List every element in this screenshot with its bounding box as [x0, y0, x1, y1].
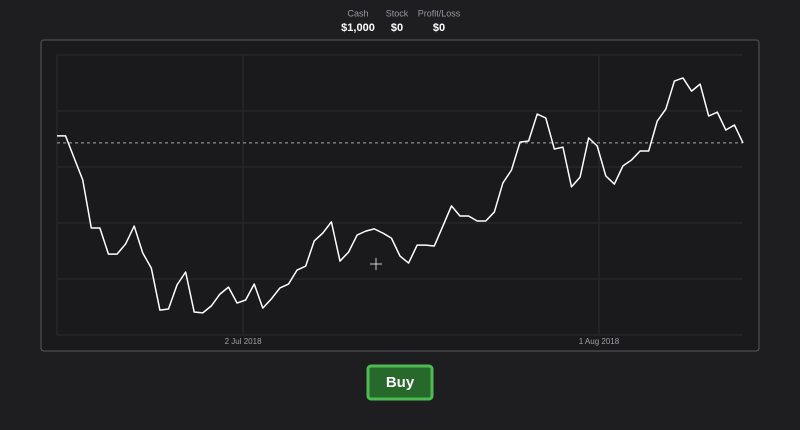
plot: 2 Jul 2018 1 Aug 2018: [56, 54, 744, 346]
stats: Cash $1,000 Stock $0 Profit/Loss $0: [341, 8, 461, 34]
x-tick-label: 1 Aug 2018: [579, 337, 620, 346]
chart-frame: [40, 39, 760, 352]
stat-label: Stock: [386, 8, 409, 18]
x-tick-label: 2 Jul 2018: [225, 337, 262, 346]
crosshair-cursor: [370, 258, 382, 270]
stat-label: Profit/Loss: [418, 8, 461, 18]
buy-button[interactable]: [366, 364, 434, 401]
stat-value: $0: [391, 22, 403, 34]
stat-value: $1,000: [341, 22, 375, 34]
buy-button-label[interactable]: Buy: [386, 374, 415, 391]
price-line: [57, 77, 744, 314]
stat-value: $0: [433, 22, 445, 34]
stat-label: Cash: [347, 8, 368, 18]
